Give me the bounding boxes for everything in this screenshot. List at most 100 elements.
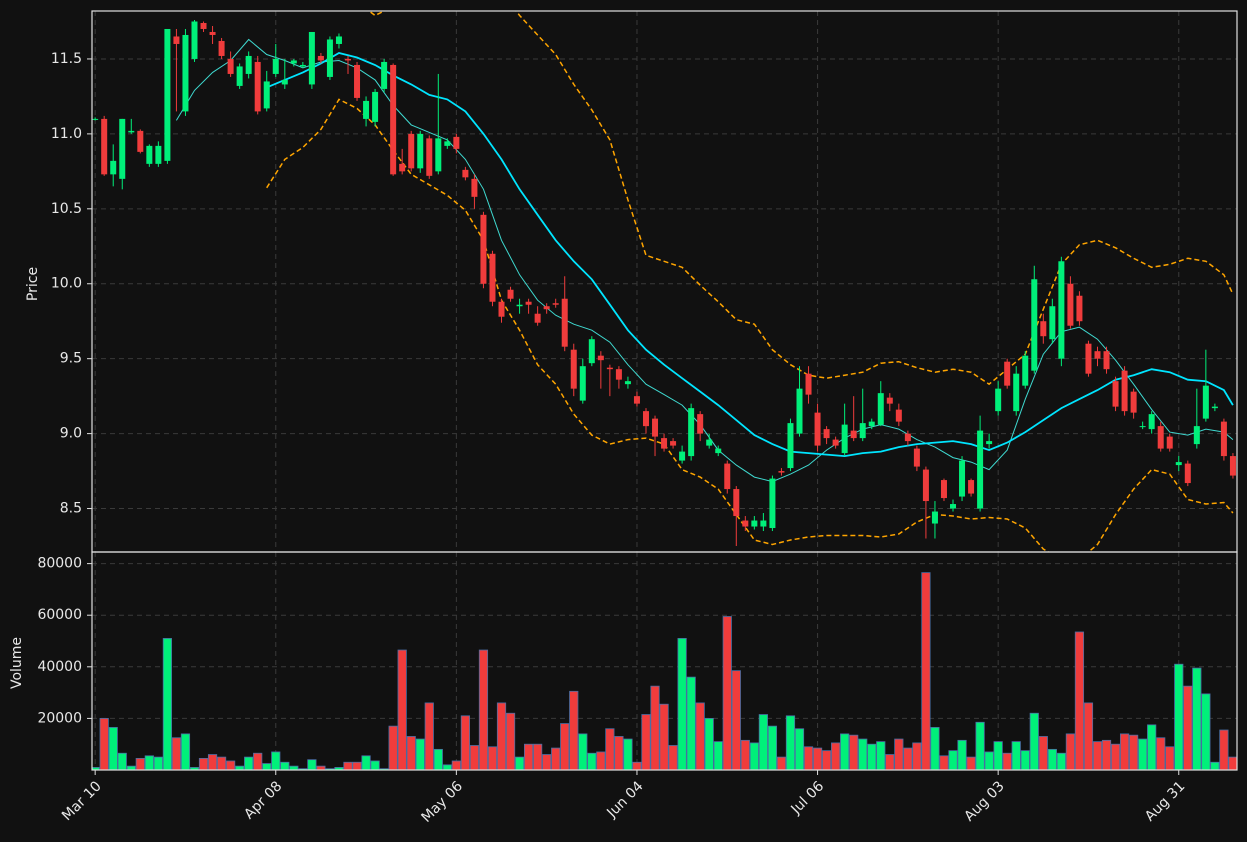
candle-body [715,448,722,454]
volume-bar [144,755,154,770]
volume-bar [514,756,525,770]
volume-bar [1047,748,1057,770]
candle-body [552,303,559,305]
candle-body [227,58,234,74]
candle-body [272,58,279,74]
candle-body [1076,295,1083,322]
candle-body [624,381,631,385]
volume-bar [803,746,814,770]
volume-bar [99,718,109,770]
candle-body [462,169,469,178]
volume-bar [966,756,976,770]
volume-bar [749,742,759,770]
volume-bar [451,760,461,770]
volume-bar [542,754,552,770]
volume-bar [307,759,317,770]
candle-body [913,448,920,467]
volume-bar [993,741,1003,770]
volume-bar [1083,702,1094,770]
candle-body [832,439,839,446]
volume-bar [605,728,615,770]
volume-bar [343,761,353,770]
volume-bar [1110,743,1121,770]
candle-body [1211,406,1218,409]
y-axis-title: Volume [9,637,25,689]
candle-body [760,520,767,527]
overlay-line [367,11,1234,386]
volume-bar [569,690,579,770]
volume-bar [821,750,832,770]
candle-body [1022,355,1029,386]
candle-body [110,160,117,175]
candle-body [588,339,595,364]
y-tick-label: 9.0 [60,426,82,442]
candle-body [326,39,333,77]
volume-bar [406,736,416,770]
candle-body [444,141,451,146]
candle-body [1202,385,1209,419]
candle-body [579,366,586,401]
candle-body [128,130,135,133]
candle-body [959,460,966,497]
candle-body [1040,321,1047,337]
volume-bar [587,752,597,770]
candle-body [1004,361,1011,386]
volume-bar [921,572,931,770]
volume-bar [524,743,534,770]
volume-bar [903,747,913,770]
candle-body [101,118,108,175]
candle-body [1067,283,1074,326]
volume-bar [235,765,245,770]
candle-body [1139,426,1146,428]
candle-body [218,40,225,56]
volume-bar [785,715,796,770]
candle-body [706,439,713,446]
volume-bar [460,715,470,770]
volume-bar [289,765,299,770]
y-tick-label: 8.5 [60,501,82,517]
volume-bar [533,743,543,770]
candle-body [1085,343,1092,374]
candle-body [245,55,252,74]
volume-bar [1201,693,1211,770]
volume-bar [1138,738,1148,770]
volume-bar [812,747,823,770]
candle-body [435,138,442,172]
volume-bar [641,714,651,770]
overlay-line [266,98,1234,552]
volume-bar [578,733,588,770]
volume-bar [731,670,741,770]
candle-body [363,100,370,119]
volume-bar [1165,746,1175,770]
volume-bar [1011,741,1021,770]
volume-bar [370,760,380,770]
candle-body [570,349,577,389]
volume-bar [478,649,489,770]
candle-body [977,430,984,509]
candle-body [742,520,749,527]
volume-bar [162,638,173,770]
volume-bar [1147,724,1157,770]
y-tick-label: 10.5 [51,201,82,217]
volume-bar [1228,756,1237,770]
volume-bar [677,638,687,770]
volume-bar [1210,761,1220,770]
candle-body [679,451,686,461]
volume-bar [650,685,660,770]
candle-body [968,480,975,494]
volume-bar [668,745,678,770]
volume-bar [1038,736,1048,770]
volume-bar [1192,667,1202,770]
price-grid [92,11,1237,552]
volume-bar [867,743,877,770]
candle-body [263,81,270,109]
candle-body [534,313,541,323]
candle-body [173,36,180,44]
candle-body [399,163,406,172]
candle-body [895,409,902,422]
volume-bar [361,755,371,770]
candle-body [345,58,352,61]
candle-body [850,430,857,439]
candle-body [642,411,649,427]
candle-body [354,64,361,98]
